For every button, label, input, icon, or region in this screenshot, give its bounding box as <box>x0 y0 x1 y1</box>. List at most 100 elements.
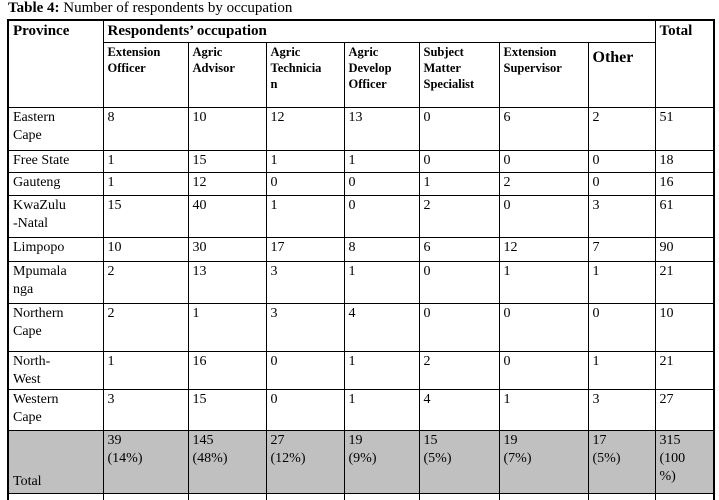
table-row-limpopo: Limpopo 10 30 17 8 6 12 7 90 <box>7 236 715 262</box>
table-cell: 10 <box>187 106 267 151</box>
province-cell: North- West <box>7 350 104 390</box>
cut-off-row <box>7 492 715 500</box>
row-total-cell: 90 <box>654 236 715 262</box>
table-cell: 0 <box>265 171 345 196</box>
table-cell: 6 <box>418 236 500 262</box>
table-cell: 2 <box>418 350 500 390</box>
table-cell: 0 <box>418 302 500 352</box>
table-cell: 13 <box>187 260 267 304</box>
table-cell: 1 <box>343 260 420 304</box>
table-cell: 3 <box>587 388 656 431</box>
table-cell: 1 <box>343 149 420 173</box>
table-cell: 6 <box>498 106 589 151</box>
table-row-kwazulu-natal: KwaZulu -Natal 15 40 1 0 2 0 3 61 <box>7 194 715 238</box>
province-cell: KwaZulu -Natal <box>7 194 104 238</box>
table-cell: 0 <box>498 302 589 352</box>
table-cell <box>187 492 267 500</box>
row-total-cell: 16 <box>654 171 715 196</box>
table-cell: 16 <box>187 350 267 390</box>
table-cell: 0 <box>587 171 656 196</box>
table-row-northern-cape: Northern Cape 2 1 3 4 0 0 0 10 <box>7 302 715 352</box>
table-cell: 0 <box>587 149 656 173</box>
table-cell: 1 <box>102 350 189 390</box>
table-cell: 1 <box>587 260 656 304</box>
header-extension-officer: Extension Officer <box>102 41 189 108</box>
table-cell: 0 <box>343 194 420 238</box>
table-cell: 1 <box>265 149 345 173</box>
header-occupation-group: Respondents’ occupation <box>102 19 656 43</box>
table-cell: 1 <box>498 388 589 431</box>
table-caption: Table 4: Number of respondents by occupa… <box>8 0 292 17</box>
header-agric-develop-officer: Agric Develop Officer <box>343 41 420 108</box>
total-cell: 15 (5%) <box>418 429 500 494</box>
header-row-1: Province Respondents’ occupation Total <box>7 19 715 108</box>
table-cell: 1 <box>498 260 589 304</box>
table-row-total: Total 39 (14%) 145 (48%) 27 (12%) 19 (9%… <box>7 429 715 494</box>
row-total-cell: 21 <box>654 260 715 304</box>
table-cell: 0 <box>343 171 420 196</box>
table-cell: 2 <box>418 194 500 238</box>
header-total: Total <box>654 19 715 108</box>
table-cell: 10 <box>102 236 189 262</box>
province-cell: Free State <box>7 149 104 173</box>
table-cell: 1 <box>343 350 420 390</box>
table-row-north-west: North- West 1 16 0 1 2 0 1 21 <box>7 350 715 390</box>
table-cell: 0 <box>418 106 500 151</box>
table-cell: 12 <box>265 106 345 151</box>
row-total-cell: 61 <box>654 194 715 238</box>
table-cell: 0 <box>587 302 656 352</box>
province-cell: Mpumala nga <box>7 260 104 304</box>
table-cell: 12 <box>498 236 589 262</box>
table-cell: 0 <box>498 350 589 390</box>
table-row-eastern-cape: Eastern Cape 8 10 12 13 0 6 2 51 <box>7 106 715 151</box>
table-cell: 0 <box>265 350 345 390</box>
table-cell <box>265 492 345 500</box>
table-cell: 30 <box>187 236 267 262</box>
table-cell <box>343 492 420 500</box>
total-cell: 27 (12%) <box>265 429 345 494</box>
table-cell: 7 <box>587 236 656 262</box>
table-cell <box>102 492 189 500</box>
table-cell: 13 <box>343 106 420 151</box>
table-row-free-state: Free State 1 15 1 1 0 0 0 18 <box>7 149 715 173</box>
table-cell: 1 <box>187 302 267 352</box>
province-cell: Eastern Cape <box>7 106 104 151</box>
table-caption-number: Table 4: <box>8 0 60 16</box>
table-row-western-cape: Western Cape 3 15 0 1 4 1 3 27 <box>7 388 715 431</box>
header-other: Other <box>587 41 656 108</box>
table-row-mpumalanga: Mpumala nga 2 13 3 1 0 1 1 21 <box>7 260 715 304</box>
row-total-cell: 51 <box>654 106 715 151</box>
table-cell: 3 <box>265 260 345 304</box>
header-extension-supervisor: Extension Supervisor <box>498 41 589 108</box>
total-cell: 19 (7%) <box>498 429 589 494</box>
table-row-gauteng: Gauteng 1 12 0 0 1 2 0 16 <box>7 171 715 196</box>
header-subject-matter-specialist: Subject Matter Specialist <box>418 41 500 108</box>
table-caption-text: Number of respondents by occupation <box>59 0 293 16</box>
row-total-cell: 21 <box>654 350 715 390</box>
table-cell: 4 <box>418 388 500 431</box>
row-total-cell: 27 <box>654 388 715 431</box>
row-total-cell: 10 <box>654 302 715 352</box>
header-row-2: Extension Officer Agric Advisor Agric Te… <box>8 41 714 108</box>
table-cell: 17 <box>265 236 345 262</box>
grand-total-cell: 315 (100 %) <box>654 429 715 494</box>
table-cell: 0 <box>498 194 589 238</box>
table-cell <box>418 492 500 500</box>
province-cell: Gauteng <box>7 171 104 196</box>
table-cell: 40 <box>187 194 267 238</box>
table-cell: 8 <box>102 106 189 151</box>
respondents-by-occupation-table: Province Respondents’ occupation Total E… <box>7 19 715 500</box>
province-cell: Limpopo <box>7 236 104 262</box>
row-total-cell: 18 <box>654 149 715 173</box>
table-cell: 0 <box>418 149 500 173</box>
table-cell: 2 <box>102 302 189 352</box>
table-cell <box>587 492 656 500</box>
table-cell: 0 <box>498 149 589 173</box>
total-cell: 19 (9%) <box>343 429 420 494</box>
total-cell: 145 (48%) <box>187 429 267 494</box>
table-cell: 15 <box>187 388 267 431</box>
table-cell <box>654 492 715 500</box>
table-cell: 3 <box>587 194 656 238</box>
table-cell: 12 <box>187 171 267 196</box>
table-cell <box>7 492 104 500</box>
